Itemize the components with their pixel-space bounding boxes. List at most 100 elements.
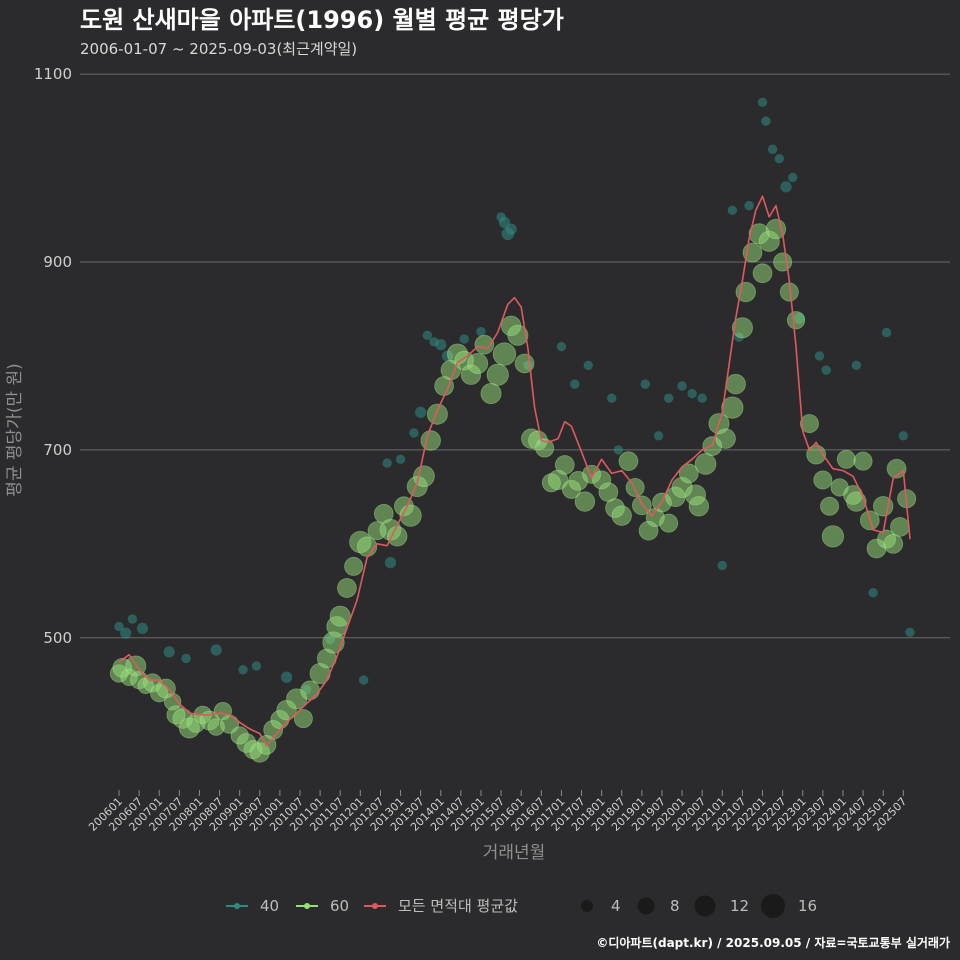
legend-item-40[interactable]: 40 (226, 897, 279, 915)
point-60-2023-10 (821, 525, 845, 548)
point-40-2020-04 (687, 388, 697, 399)
point-40-2024-05 (851, 360, 862, 371)
size-legend-circle-8 (637, 897, 655, 915)
point-40-2022-04 (767, 144, 778, 154)
point-60-2025-01 (872, 496, 894, 517)
point-60-2023-07 (813, 470, 833, 490)
point-60-2017-08 (574, 491, 596, 512)
point-40-2015-10 (505, 223, 517, 235)
point-60-2021-02 (715, 428, 736, 449)
legend-item-60[interactable]: 60 (296, 897, 349, 915)
point-40-2019-02 (640, 379, 650, 389)
point-60-2025-05 (886, 458, 907, 479)
point-60-2024-05 (846, 491, 867, 512)
point-40-2013-07 (415, 406, 427, 418)
point-40-2013-09 (422, 330, 433, 340)
point-40-2014-08 (459, 334, 469, 344)
point-40-2017-09 (583, 360, 593, 371)
point-40-2022-01 (757, 97, 768, 107)
point-40-2015-01 (476, 326, 486, 337)
size-legend-circle-4 (581, 900, 593, 912)
point-40-2025-07 (898, 431, 908, 441)
point-40-2022-10 (787, 172, 798, 183)
size-legend-12: 12 (694, 895, 749, 917)
point-40-2013-01 (395, 454, 406, 464)
point-60-2022-01 (752, 263, 773, 284)
point-60-2010-08 (293, 709, 313, 729)
point-60-2024-07 (853, 451, 873, 471)
legend-dot-60 (304, 903, 310, 909)
size-legend-label-8: 8 (670, 897, 680, 915)
x-axis-label: 거래년월 (483, 843, 546, 863)
point-40-2007-09 (181, 653, 191, 664)
point-40-2006-05 (127, 614, 138, 624)
point-60-2020-03 (678, 463, 699, 484)
point-60-2011-07 (329, 605, 351, 627)
point-40-2020-01 (677, 381, 687, 391)
line-layer (118, 195, 911, 747)
point-60-2010-10 (300, 680, 320, 701)
point-60-2022-07 (773, 252, 793, 272)
point-60-2016-02 (514, 353, 535, 374)
point-40-2020-07 (697, 393, 707, 403)
point-40-2012-10 (384, 557, 397, 569)
point-40-2017-01 (556, 341, 567, 352)
point-60-2020-06 (688, 496, 710, 517)
scatter-layer (109, 97, 917, 763)
legend-dot-average (372, 903, 378, 909)
y-tick-label-900: 900 (43, 253, 72, 271)
point-60-2019-09 (659, 513, 679, 533)
point-60-2024-02 (836, 449, 856, 469)
legend-dot-40 (234, 903, 240, 909)
size-legend-circle-12 (694, 895, 716, 917)
point-60-2025-06 (890, 517, 910, 537)
point-40-2022-06 (774, 153, 784, 164)
point-60-2013-08 (413, 465, 435, 488)
point-60-2021-04 (721, 396, 744, 419)
point-60-2013-12 (426, 403, 448, 425)
y-tick-labels: 500 700 900 1100 (34, 65, 72, 647)
legend: 40 60 모든 면적대 평균값 4 8 12 16 (226, 894, 817, 918)
point-60-2018-09 (618, 451, 639, 472)
point-60-2013-10 (420, 430, 441, 451)
point-60-2014-12 (467, 352, 489, 374)
legend-label-60: 60 (330, 897, 349, 915)
point-40-2013-05 (409, 428, 419, 438)
legend-label-40: 40 (260, 897, 279, 915)
size-legend-circle-16 (761, 894, 785, 918)
point-60-2020-08 (694, 453, 717, 475)
point-40-2009-02 (238, 665, 248, 675)
point-40-2022-02 (761, 116, 771, 126)
point-40-2014-01 (435, 339, 447, 351)
point-40-2023-08 (821, 365, 831, 375)
point-60-2021-05 (725, 373, 746, 395)
point-40-2023-06 (814, 351, 825, 361)
point-60-2016-08 (535, 438, 555, 458)
point-60-2015-08 (492, 342, 517, 366)
y-tick-label-1100: 1100 (34, 65, 72, 83)
average-price-line (118, 195, 911, 747)
point-60-2011-11 (344, 556, 364, 576)
point-40-2006-03 (120, 627, 132, 639)
point-60-2022-11 (786, 311, 806, 330)
point-40-2008-06 (210, 644, 222, 656)
legend-item-average[interactable]: 모든 면적대 평균값 (364, 897, 518, 915)
point-60-2011-09 (337, 578, 357, 598)
point-60-2015-06 (486, 363, 509, 386)
point-40-2018-06 (613, 445, 624, 455)
point-60-2025-04 (883, 533, 904, 554)
point-40-2022-08 (780, 181, 792, 193)
legend-label-average: 모든 면적대 평균값 (398, 897, 518, 915)
point-40-2007-04 (163, 646, 175, 658)
point-40-2025-02 (881, 327, 892, 338)
size-legend-4: 4 (581, 897, 621, 915)
size-legend-label-4: 4 (611, 897, 621, 915)
size-legend-8: 8 (637, 897, 680, 915)
source-caption: ©디아파트(dapt.kr) / 2025.09.05 / 자료=국토교통부 실… (596, 935, 950, 950)
point-60-2012-03 (356, 536, 378, 557)
point-60-2015-02 (474, 334, 495, 355)
point-40-2012-09 (382, 458, 392, 468)
y-axis-label: 평균 평당가(만 원) (5, 363, 25, 497)
y-tick-label-700: 700 (43, 441, 72, 459)
point-60-2023-09 (820, 496, 840, 516)
